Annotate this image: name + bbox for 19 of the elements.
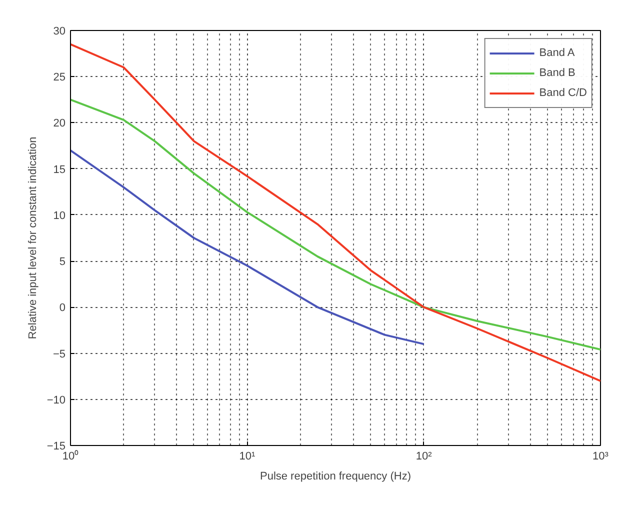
x-axis-title: Pulse repetition frequency (Hz)	[260, 470, 412, 482]
y-tick-label: −5	[52, 348, 66, 360]
y-axis-title: Relative input level for constant indication	[26, 136, 39, 340]
legend-label: Band B	[539, 67, 576, 79]
y-tick-label: 15	[53, 164, 66, 176]
x-tick-label: 10⁰	[62, 450, 79, 462]
y-tick-label: −15	[46, 440, 66, 452]
x-tick-label: 10¹	[239, 450, 256, 462]
y-tick-label: 10	[53, 210, 66, 222]
y-tick-label: 0	[59, 302, 66, 314]
y-tick-label: 5	[59, 256, 66, 268]
y-tick-label: −10	[46, 394, 66, 406]
legend-label: Band C/D	[539, 87, 587, 99]
legend-label: Band A	[539, 47, 575, 59]
y-tick-label: 30	[53, 26, 66, 38]
x-tick-label: 10³	[592, 450, 609, 462]
y-tick-label: 20	[53, 118, 66, 130]
y-tick-label: 25	[53, 72, 66, 84]
x-tick-label: 10²	[416, 450, 432, 462]
